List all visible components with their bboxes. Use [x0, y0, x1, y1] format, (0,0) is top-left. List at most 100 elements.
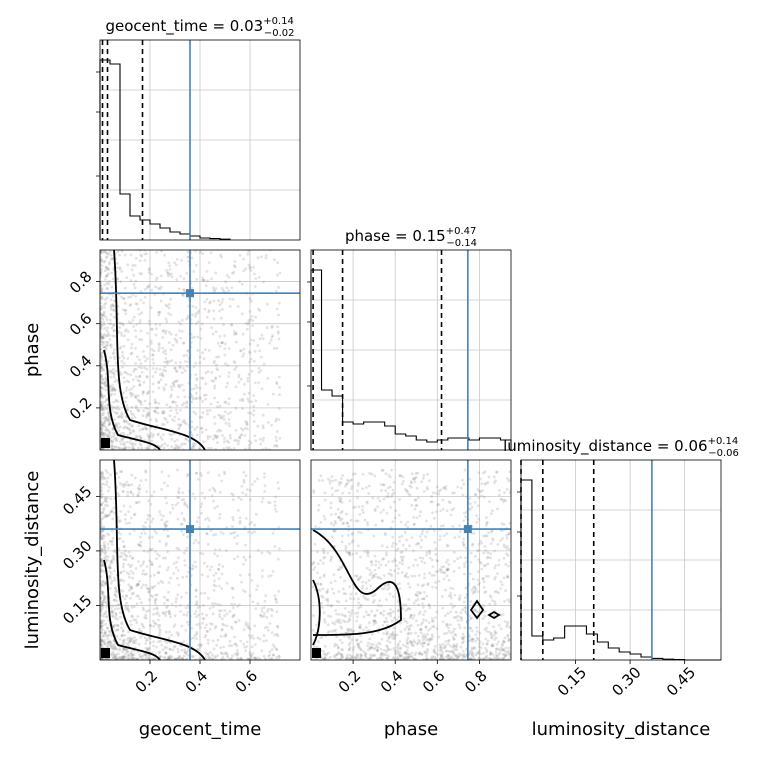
sample-point	[110, 443, 114, 447]
sample-point	[491, 644, 495, 648]
sample-point	[126, 636, 130, 640]
sample-point	[175, 278, 179, 282]
sample-point	[190, 395, 194, 399]
sample-point	[347, 551, 351, 555]
sample-point	[453, 536, 457, 539]
sample-point	[216, 654, 220, 657]
sample-point	[469, 626, 472, 630]
sample-point	[186, 364, 189, 368]
sample-point	[359, 657, 363, 660]
sample-point	[426, 632, 429, 636]
sample-point	[193, 335, 197, 339]
sample-point	[117, 494, 121, 497]
sample-point	[134, 329, 137, 332]
sample-point	[209, 446, 213, 450]
sample-point	[382, 613, 385, 617]
sample-point	[104, 513, 107, 517]
sample-point	[349, 592, 353, 596]
sample-point	[161, 411, 165, 415]
sample-point	[169, 654, 173, 658]
sample-point	[495, 647, 499, 651]
sample-point	[455, 656, 459, 660]
sample-point	[260, 500, 264, 504]
sample-point	[117, 531, 120, 534]
sample-point	[455, 645, 459, 649]
sample-point	[100, 638, 103, 641]
sample-point	[128, 554, 132, 558]
sample-point	[421, 602, 424, 605]
sample-point	[198, 355, 202, 359]
sample-point	[422, 597, 426, 601]
ytick-label-luminosity_distance: 0.45	[59, 482, 95, 518]
sample-point	[275, 346, 279, 350]
sample-point	[457, 566, 461, 570]
sample-point	[198, 416, 202, 419]
sample-point	[140, 531, 144, 535]
sample-point	[221, 622, 225, 626]
sample-point	[198, 361, 202, 365]
sample-point	[449, 594, 453, 598]
sample-point	[138, 655, 142, 659]
sample-point	[214, 376, 218, 380]
sample-point	[504, 499, 508, 502]
sample-point	[490, 644, 494, 648]
sample-point	[197, 643, 200, 647]
sample-point	[112, 324, 115, 328]
sample-point	[109, 577, 112, 580]
sample-point	[507, 547, 511, 551]
sample-point	[346, 630, 350, 634]
sample-point	[349, 657, 353, 660]
sample-point	[131, 429, 135, 432]
sample-point	[167, 636, 171, 640]
sample-point	[362, 628, 365, 632]
sample-point	[110, 540, 113, 544]
sample-point	[150, 439, 154, 443]
sample-point	[449, 586, 452, 590]
sample-point	[426, 583, 430, 587]
sample-point	[168, 641, 172, 645]
sample-point	[152, 573, 156, 577]
sample-point	[246, 397, 250, 401]
sample-point	[197, 309, 201, 313]
sample-point	[101, 403, 104, 407]
sample-point	[183, 648, 187, 652]
sample-point	[329, 506, 333, 510]
sample-point	[364, 655, 368, 659]
sample-point	[101, 413, 105, 416]
sample-point	[130, 446, 134, 450]
sample-point	[199, 337, 203, 340]
sample-point	[110, 653, 113, 657]
sample-point	[326, 651, 330, 655]
sample-point	[100, 428, 104, 432]
sample-point	[369, 656, 372, 660]
sample-point	[132, 447, 135, 450]
sample-point	[192, 410, 196, 414]
sample-point	[171, 648, 175, 652]
sample-point	[182, 551, 186, 555]
sample-point	[141, 562, 145, 566]
sample-point	[139, 329, 143, 333]
sample-point	[410, 481, 413, 485]
sample-point	[242, 471, 246, 474]
sample-point	[183, 563, 187, 567]
sample-point	[114, 436, 118, 440]
sample-point	[203, 626, 207, 630]
sample-point	[100, 569, 103, 572]
sample-point	[243, 426, 247, 430]
sample-point	[206, 658, 209, 660]
sample-point	[326, 551, 330, 555]
sample-point	[275, 610, 279, 614]
sample-point	[129, 639, 133, 643]
sample-point	[354, 592, 358, 596]
sample-point	[162, 368, 166, 372]
sample-point	[111, 447, 115, 450]
sample-point	[167, 610, 171, 614]
sample-point	[218, 309, 221, 313]
sample-point	[148, 641, 152, 645]
sample-point	[419, 631, 423, 635]
sample-point	[312, 489, 316, 493]
sample-point	[121, 589, 125, 593]
sample-point	[150, 657, 154, 660]
sample-point	[100, 558, 103, 562]
sample-point	[463, 626, 467, 630]
